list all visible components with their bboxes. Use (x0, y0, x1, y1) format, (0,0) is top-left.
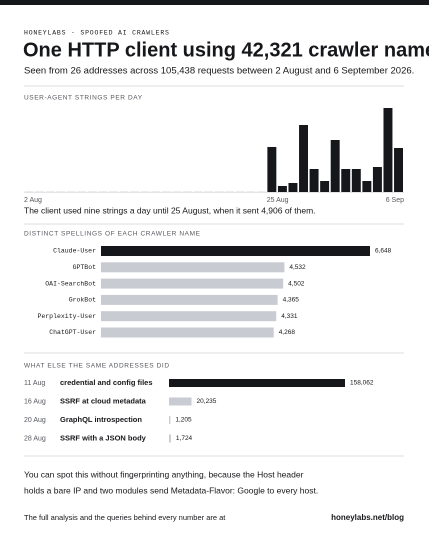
bar (383, 108, 393, 192)
bar (309, 169, 319, 192)
value-label: 20,235 (197, 398, 217, 405)
category-label: ChatGPT-User (49, 329, 96, 336)
note: holds a bare IP and two modules send Met… (24, 485, 318, 495)
bar (351, 169, 361, 192)
date-label: 28 Aug (24, 435, 46, 442)
title: One HTTP client using 42,321 crawler nam… (23, 39, 429, 61)
bar (267, 146, 277, 192)
x-tick-label: 2 Aug (24, 197, 42, 204)
bar (330, 140, 340, 192)
section-title: WHAT ELSE THE SAME ADDRESSES DID (24, 363, 170, 370)
bar (320, 181, 330, 192)
section-title: USER-AGENT STRINGS PER DAY (24, 95, 143, 102)
bar (169, 397, 192, 406)
value-label: 4,365 (283, 297, 300, 304)
bar (101, 311, 277, 322)
bar (372, 167, 382, 192)
value-label: 4,532 (289, 264, 306, 271)
activity-label: SSRF at cloud metadata (60, 396, 147, 405)
top-bar (0, 0, 429, 5)
subtitle: Seen from 26 addresses across 105,438 re… (24, 66, 414, 77)
bar (101, 246, 370, 256)
value-label: 4,268 (279, 329, 296, 336)
value-label: 158,062 (350, 380, 374, 387)
activity-label: GraphQL introspection (60, 415, 142, 424)
value-label: 1,205 (175, 417, 192, 424)
bar (394, 148, 403, 192)
bar (169, 434, 171, 443)
bar (341, 169, 351, 192)
category-label: Claude-User (53, 248, 96, 255)
x-tick-label: 6 Sep (386, 197, 404, 204)
footer-text: The full analysis and the queries behind… (24, 513, 226, 522)
bar (101, 262, 285, 273)
category-label: OAI-SearchBot (45, 280, 96, 287)
category-label: GrokBot (69, 297, 96, 304)
value-label: 4,331 (281, 313, 298, 320)
value-label: 4,502 (288, 280, 305, 287)
date-label: 11 Aug (24, 380, 45, 387)
activity-label: credential and config files (60, 378, 153, 387)
category-label: GPTBot (73, 264, 97, 271)
bar (362, 181, 372, 192)
bar (288, 183, 298, 192)
footer-link[interactable]: honeylabs.net/blog (331, 513, 404, 522)
category-label: Perplexity-User (37, 313, 96, 320)
value-label: 1,724 (176, 435, 193, 442)
bar (169, 416, 171, 424)
date-label: 20 Aug (24, 417, 46, 424)
activity-label: SSRF with a JSON body (60, 433, 147, 442)
bar (169, 379, 345, 387)
date-label: 16 Aug (24, 398, 46, 405)
note: You can spot this without fingerprinting… (24, 469, 304, 479)
bar (101, 278, 284, 289)
kicker: HONEYLABS · SPOOFED AI CRAWLERS (24, 30, 170, 37)
bar (277, 186, 287, 192)
bar (101, 294, 278, 305)
bar (101, 327, 274, 338)
caption: The client used nine strings a day until… (24, 205, 316, 215)
value-label: 6,648 (375, 248, 392, 255)
bar (299, 125, 308, 192)
x-tick-label: 25 Aug (267, 197, 289, 204)
section-title: DISTINCT SPELLINGS OF EACH CRAWLER NAME (24, 231, 201, 238)
